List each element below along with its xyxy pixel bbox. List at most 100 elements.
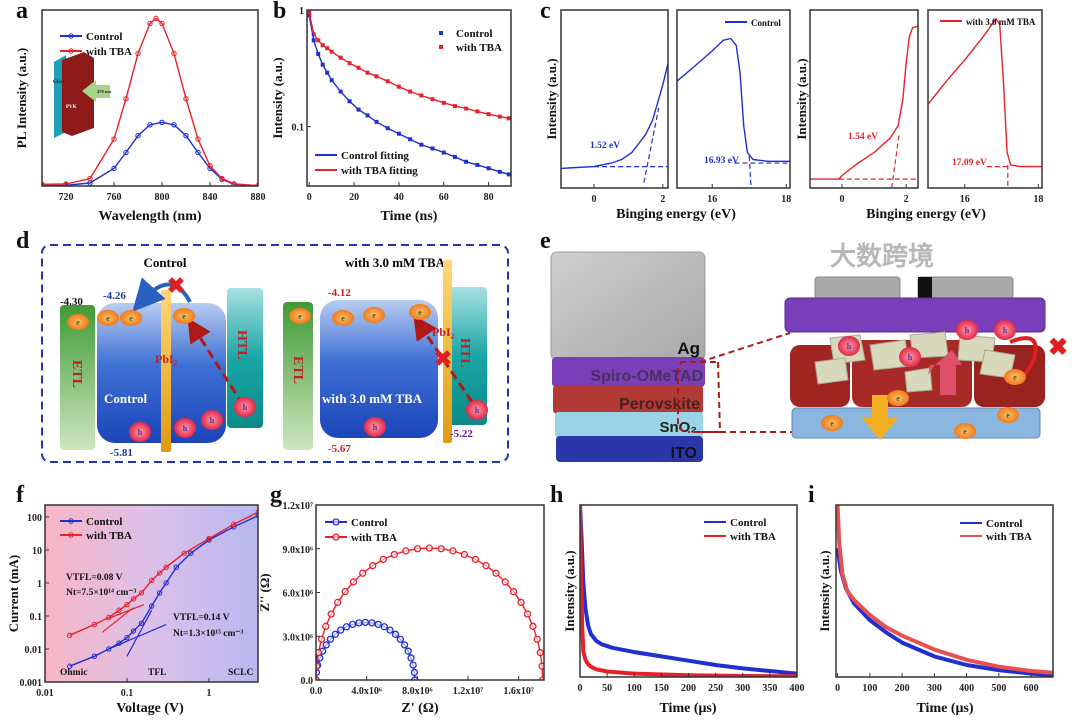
data-point	[342, 623, 351, 631]
data-point	[42, 181, 45, 186]
legend-marker	[68, 532, 74, 538]
carrier-label: e	[129, 314, 133, 323]
etl-block	[283, 302, 313, 450]
curved-arrow	[132, 277, 192, 312]
hole-icon: h	[899, 347, 921, 367]
plot-frame	[835, 504, 1054, 678]
data-point	[111, 165, 117, 172]
data-point	[380, 623, 388, 631]
hole-icon: h	[466, 400, 488, 420]
data-point	[334, 598, 342, 607]
legend-label: with TBA	[351, 532, 397, 544]
data-point	[181, 550, 188, 556]
etl-label: ETL	[69, 360, 84, 388]
y-tick-label: 0.1	[292, 123, 305, 134]
carrier-shape	[956, 320, 978, 340]
carrier-shape	[409, 304, 431, 320]
legend-entry: with TBA	[325, 532, 397, 544]
layer-perovskite	[553, 385, 703, 414]
data-point	[482, 562, 490, 570]
x-tick-label: 16	[960, 194, 970, 205]
carrier-label: h	[908, 353, 913, 362]
panel-c4: with 3.0 mM TBA 16 18 17.09 eV	[927, 9, 1043, 205]
plot-frame	[676, 9, 791, 189]
data-point	[106, 614, 112, 621]
series-line	[308, 12, 509, 119]
data-point	[327, 610, 335, 618]
series-with-3-0-mm-tba	[928, 18, 1042, 168]
x-tick-label: 0.01	[36, 688, 54, 699]
hole-icon: h	[129, 422, 151, 442]
carrier-label: h	[847, 342, 852, 351]
electron-icon: e	[887, 390, 909, 406]
carrier-label: e	[298, 312, 302, 321]
guide-line	[101, 607, 134, 633]
layer-ito	[556, 436, 703, 462]
legend-entry: Control	[325, 517, 387, 529]
panel-label-e: e	[540, 228, 551, 254]
x-tick-label: 0	[578, 683, 583, 694]
carrier-label: e	[830, 419, 834, 428]
x-tick-label: 2	[660, 194, 665, 205]
hole-icon: h	[364, 417, 386, 437]
dashed-arrow	[413, 315, 474, 403]
legend-label: with TBA	[86, 530, 132, 542]
layer-sno2	[555, 412, 703, 438]
annotation: Nt=7.5×10¹⁴ cm⁻³	[66, 588, 136, 598]
legend-label: with TBA fitting	[341, 165, 418, 177]
y-tick-label: 100	[27, 513, 42, 524]
data-point	[529, 622, 537, 630]
hole-icon: h	[994, 320, 1016, 340]
panel-label-a: a	[16, 0, 28, 24]
carrier-shape	[364, 417, 386, 437]
x-tick-label: 60	[439, 192, 449, 203]
carrier-label: e	[1013, 373, 1017, 382]
y-tick-label: 9.0x10⁶	[283, 545, 314, 556]
legend-label: Control	[86, 516, 122, 528]
data-point	[135, 133, 141, 139]
legend-label: Control	[86, 31, 122, 43]
inset-label: 470 nm	[97, 89, 111, 94]
data-point	[159, 20, 165, 27]
carrier-label: e	[418, 308, 422, 317]
guide-line	[643, 107, 660, 183]
data-point	[106, 646, 112, 652]
data-point	[130, 628, 137, 634]
data-point	[147, 122, 153, 128]
electron-icon: e	[173, 308, 195, 324]
legend-entry: Control	[439, 28, 492, 40]
carrier-shape	[97, 310, 119, 326]
x-tick-label: 40	[394, 192, 404, 203]
carrier-label: e	[963, 427, 967, 436]
electron-icon: e	[67, 314, 89, 330]
legend-label: with TBA	[986, 531, 1032, 543]
carrier-shape	[234, 397, 256, 417]
carrier-shape	[129, 422, 151, 442]
carrier-shape	[994, 320, 1016, 340]
guide-line	[108, 604, 144, 619]
level-vb-control: -5.81	[110, 447, 133, 459]
panel-label-b: b	[273, 0, 287, 24]
legend-entry: Control	[725, 18, 781, 28]
x-tick-label: 400	[790, 683, 805, 694]
data-point	[390, 550, 398, 559]
data-point	[402, 547, 410, 555]
layer-spiro	[552, 357, 705, 387]
legend-marker	[68, 33, 74, 39]
data-point	[322, 641, 330, 649]
x-tick-label: 100	[862, 683, 877, 694]
data-point	[188, 550, 194, 556]
carrier-shape	[173, 308, 195, 324]
y-axis-label: PL Intensity (a.u.)	[14, 48, 29, 148]
series-with-tba	[316, 544, 544, 680]
annotation: VTFL=0.14 V	[173, 613, 230, 623]
data-point	[123, 149, 129, 156]
data-point	[66, 663, 73, 669]
electron-icon: e	[821, 415, 843, 431]
data-point	[163, 564, 169, 570]
carrier-label: e	[106, 314, 110, 323]
legend-entry: Control	[704, 517, 766, 529]
y-tick-label: 1.2x10⁷	[283, 501, 314, 512]
electron-icon: e	[120, 310, 142, 326]
